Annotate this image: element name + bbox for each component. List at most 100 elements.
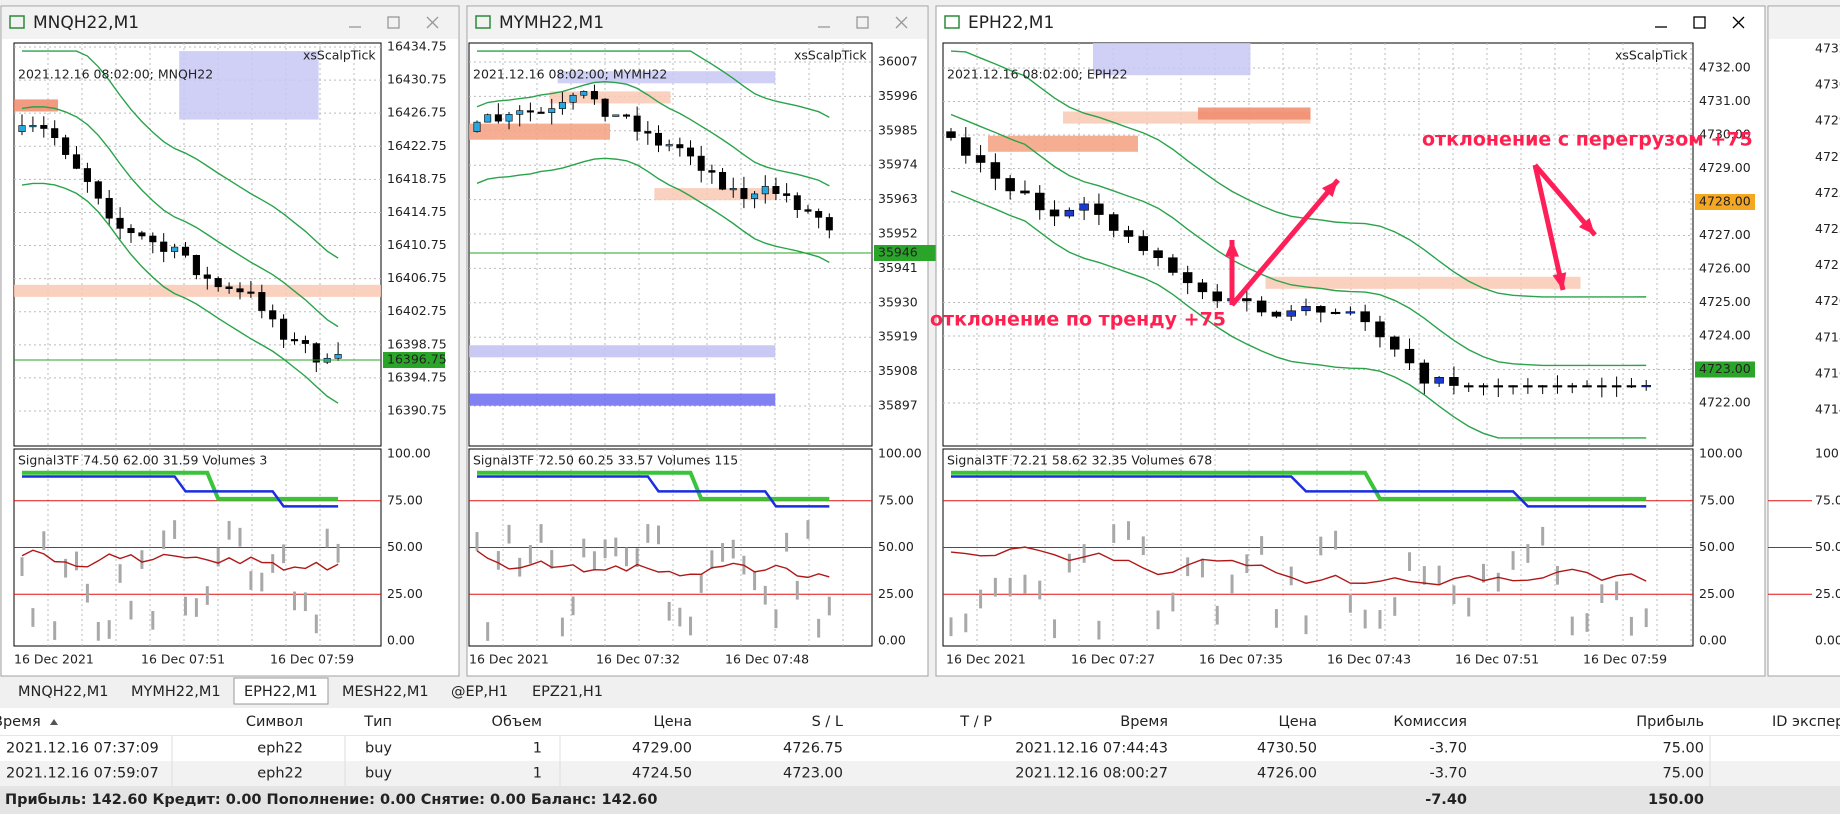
price-label: 16414.75 — [387, 204, 447, 219]
band-line — [950, 113, 1647, 367]
window-title: EPH22,M1 — [968, 13, 1054, 33]
candle-body — [1567, 385, 1577, 388]
candle-body — [171, 246, 179, 252]
level-label: 75.00 — [387, 492, 423, 507]
chart-area — [942, 42, 1694, 447]
candle-body — [1582, 385, 1592, 388]
candle-body — [612, 114, 620, 117]
tab[interactable]: EPZ21,H1 — [532, 684, 603, 700]
price-label: 4718 — [1815, 329, 1840, 344]
candle-body — [280, 318, 288, 340]
maximize-button[interactable] — [1693, 16, 1706, 29]
signal-line — [951, 470, 1647, 501]
volume-bar — [20, 557, 24, 576]
tab[interactable]: MNQH22,M1 — [18, 684, 108, 700]
candle-body — [644, 131, 652, 134]
candle-body — [815, 211, 823, 218]
candle-body — [1552, 385, 1563, 388]
close-button[interactable] — [1732, 16, 1745, 29]
candle-body — [484, 114, 492, 123]
candle-body — [40, 125, 48, 129]
column-header[interactable]: Прибыль — [1636, 714, 1704, 730]
price-label: 35996 — [878, 88, 918, 103]
zone — [14, 284, 381, 297]
price-label: 16398.75 — [387, 336, 447, 351]
volume-bar — [635, 548, 639, 567]
column-header[interactable]: Цена — [653, 714, 692, 730]
candle-body — [1611, 385, 1622, 388]
candle-body — [1242, 298, 1252, 302]
price-label: 4728.00 — [1699, 194, 1751, 209]
candle-body — [708, 170, 716, 173]
column-header[interactable]: Время — [0, 714, 41, 730]
column-header[interactable]: ID экспер — [1772, 714, 1840, 730]
band-line — [22, 50, 339, 259]
volume-bar — [1452, 585, 1456, 605]
price-label: 4720 — [1815, 293, 1840, 308]
close-button[interactable] — [426, 16, 439, 29]
candle-body — [1449, 376, 1459, 386]
candle-body — [1123, 230, 1134, 237]
volume-bar — [1097, 620, 1101, 640]
chart-info: 2021.12.16 08:02:00; MNQH22 — [18, 67, 213, 82]
tab[interactable]: EPH22,M1 — [244, 684, 318, 700]
price-label: 4726.00 — [1699, 261, 1751, 276]
candle-body — [1345, 311, 1356, 314]
close-button[interactable] — [895, 16, 908, 29]
arrow-head — [1552, 272, 1567, 290]
column-header[interactable]: Тип — [363, 714, 392, 730]
title-bar — [468, 7, 927, 39]
candle-body — [505, 114, 513, 122]
volume-bar — [993, 577, 997, 597]
volume-bar — [1393, 597, 1397, 616]
tab[interactable]: @EP,H1 — [451, 684, 508, 700]
volume-bar — [184, 596, 187, 616]
candle-body — [51, 128, 59, 139]
volume-bar — [293, 591, 296, 611]
column-header[interactable]: Символ — [246, 714, 303, 730]
tab[interactable]: MESH22,M1 — [342, 684, 429, 700]
volume-bar — [118, 564, 122, 583]
time-label: 16 Dec 07:27 — [1071, 652, 1155, 667]
volume-bar — [129, 600, 133, 620]
candle-body — [654, 132, 663, 146]
price-label: 16402.75 — [387, 303, 447, 318]
column-header[interactable]: Объем — [492, 714, 542, 730]
price-label: 4732.00 — [1699, 60, 1751, 75]
candle-body — [590, 91, 598, 100]
table-row — [0, 761, 1840, 786]
column-header[interactable]: Комиссия — [1393, 714, 1467, 730]
candle-body — [105, 197, 113, 219]
volume-bar — [96, 621, 100, 641]
candle-body — [1523, 385, 1533, 388]
time-label: 16 Dec 07:59 — [1583, 652, 1667, 667]
window-frame — [1767, 5, 1840, 677]
price-highlight — [383, 352, 445, 368]
time-label: 16 Dec 07:48 — [725, 652, 809, 667]
candle-body — [569, 94, 577, 103]
candle-body — [334, 354, 342, 359]
level-label: 75.00 — [1699, 492, 1735, 507]
band-line — [476, 81, 830, 187]
signal-line — [477, 475, 830, 508]
level-label: 25.00 — [387, 586, 423, 601]
signal-line — [950, 546, 1647, 586]
column-header[interactable]: S / L — [812, 714, 843, 730]
table-cell: 75.00 — [1662, 766, 1704, 782]
price-label: 4723.00 — [1699, 361, 1751, 376]
candle-body — [203, 274, 211, 279]
maximize-button[interactable] — [856, 16, 869, 29]
candle-body — [29, 125, 37, 128]
column-header[interactable]: Время — [1120, 714, 1168, 730]
column-header[interactable]: T / P — [959, 714, 992, 730]
annotation: отклонение по тренду +75 — [930, 309, 1226, 331]
column-header[interactable]: Цена — [1278, 714, 1317, 730]
volume-bar — [496, 551, 500, 570]
table-cell: 1 — [533, 766, 542, 782]
tab[interactable]: MYMH22,M1 — [131, 684, 221, 700]
maximize-button[interactable] — [387, 16, 400, 29]
candle-body — [1390, 336, 1400, 350]
volume-bar — [582, 538, 586, 558]
